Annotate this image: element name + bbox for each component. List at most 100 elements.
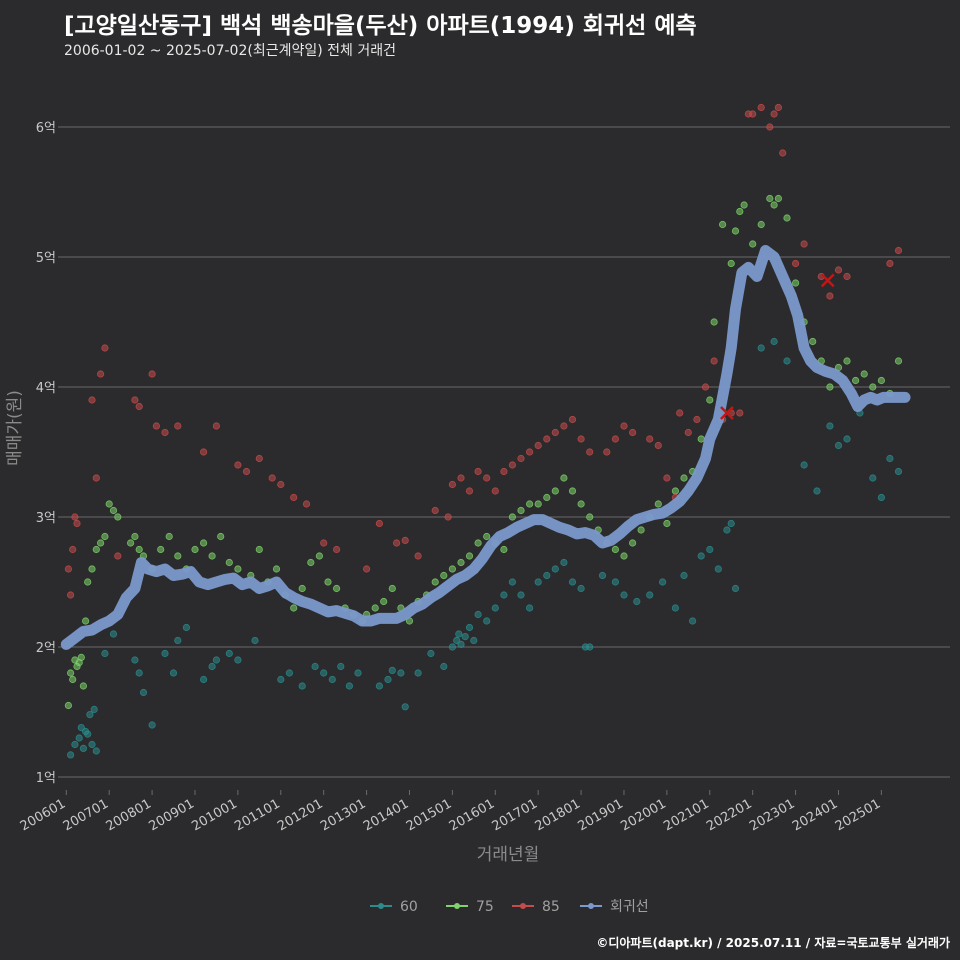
series-60-point bbox=[84, 730, 92, 738]
series-75-point bbox=[508, 513, 517, 521]
series-75-point bbox=[272, 565, 281, 573]
series-85-point bbox=[483, 474, 491, 482]
series-85-point bbox=[684, 428, 692, 437]
series-75-point bbox=[611, 545, 620, 554]
y-tick-label: 1억 bbox=[36, 771, 56, 786]
y-axis-title: 매매가(원) bbox=[5, 390, 25, 466]
series-60-point bbox=[182, 623, 190, 632]
series-85-point bbox=[448, 480, 456, 489]
y-tick-label: 2억 bbox=[36, 641, 56, 656]
series-60-point bbox=[86, 710, 94, 719]
series-60-point bbox=[723, 526, 731, 534]
series-75-point bbox=[500, 545, 508, 554]
series-60-point bbox=[328, 675, 336, 684]
x-tick-label: 200801 bbox=[104, 796, 154, 834]
series-75-point bbox=[307, 558, 315, 567]
x-tick-label: 201001 bbox=[189, 796, 239, 834]
series-60-point bbox=[658, 578, 667, 586]
series-75-point bbox=[551, 487, 559, 495]
series-75-point bbox=[298, 584, 306, 593]
series-75-point bbox=[64, 701, 73, 710]
series-75-point bbox=[174, 552, 182, 560]
legend-item-60: 60 bbox=[370, 899, 418, 915]
series-75-point bbox=[731, 227, 740, 235]
series-85-point bbox=[701, 383, 710, 391]
series-85-point bbox=[560, 422, 568, 430]
series-85-point bbox=[577, 435, 585, 443]
series-60-point bbox=[92, 747, 100, 755]
series-85-point bbox=[654, 441, 662, 450]
series-60-point bbox=[101, 649, 109, 658]
data-points bbox=[64, 103, 903, 759]
series-85-point bbox=[268, 474, 276, 482]
series-75-point bbox=[710, 318, 718, 326]
series-60-point bbox=[568, 578, 577, 586]
series-60-point bbox=[354, 669, 362, 677]
series-85-point bbox=[663, 474, 671, 482]
series-75-point bbox=[191, 545, 199, 554]
series-85-point bbox=[69, 545, 77, 554]
series-60-point bbox=[90, 705, 98, 714]
series-75-point bbox=[127, 539, 135, 547]
series-60-point bbox=[88, 740, 96, 749]
series-60-point bbox=[483, 617, 491, 625]
legend-swatch-dot bbox=[454, 903, 460, 909]
series-75-point bbox=[105, 500, 113, 508]
series-60-point bbox=[337, 662, 345, 671]
series-85-point bbox=[320, 539, 328, 547]
series-60-point bbox=[200, 675, 208, 684]
series-60-point bbox=[139, 688, 148, 697]
series-75-point bbox=[525, 500, 534, 508]
series-60-point bbox=[598, 571, 607, 580]
series-85-point bbox=[174, 422, 182, 430]
series-60-point bbox=[877, 493, 886, 502]
series-85-point bbox=[92, 474, 100, 482]
series-60-point bbox=[800, 461, 808, 469]
series-60-point bbox=[770, 337, 778, 346]
series-60-point bbox=[277, 675, 285, 684]
x-tick-label: 202401 bbox=[790, 796, 840, 834]
series-85-point bbox=[551, 428, 559, 437]
series-85-point bbox=[603, 448, 611, 456]
series-75-point bbox=[577, 500, 585, 508]
series-60-point bbox=[783, 357, 791, 365]
series-75-point bbox=[380, 597, 388, 606]
x-tick-label: 202501 bbox=[833, 796, 883, 834]
series-75-point bbox=[727, 259, 735, 268]
series-75-point bbox=[465, 552, 474, 560]
series-60-point bbox=[208, 662, 216, 671]
series-60-point bbox=[169, 669, 178, 677]
series-75-point bbox=[791, 279, 800, 287]
series-85-point bbox=[401, 536, 409, 545]
series-60-point bbox=[148, 721, 156, 729]
series-75-point bbox=[697, 435, 705, 443]
series-60-point bbox=[375, 682, 383, 690]
series-85-point bbox=[646, 435, 654, 443]
series-75-point bbox=[200, 539, 208, 547]
series-75-point bbox=[79, 682, 88, 690]
series-85-point bbox=[73, 519, 81, 528]
series-75-point bbox=[843, 357, 851, 365]
series-85-point bbox=[736, 409, 744, 417]
series-85-point bbox=[212, 422, 220, 430]
series-85-point bbox=[97, 370, 105, 378]
series-85-point bbox=[71, 513, 79, 521]
series-60-point bbox=[551, 565, 559, 573]
series-85-point bbox=[757, 103, 765, 112]
legend-label: 60 bbox=[400, 899, 418, 915]
series-85-point bbox=[465, 487, 474, 495]
series-60-point bbox=[345, 682, 353, 690]
series-60-point bbox=[397, 669, 405, 677]
series-85-point bbox=[611, 435, 620, 443]
series-75-point bbox=[568, 487, 577, 495]
series-85-point bbox=[148, 370, 156, 378]
series-85-point bbox=[628, 428, 637, 437]
series-85-point bbox=[375, 519, 383, 528]
series-75-point bbox=[517, 506, 525, 515]
series-75-point bbox=[706, 396, 714, 404]
y-tick-label: 5억 bbox=[36, 251, 56, 266]
series-60-point bbox=[534, 578, 542, 586]
series-60-point bbox=[611, 578, 620, 586]
series-60-point bbox=[577, 584, 585, 593]
series-75-point bbox=[869, 383, 877, 391]
